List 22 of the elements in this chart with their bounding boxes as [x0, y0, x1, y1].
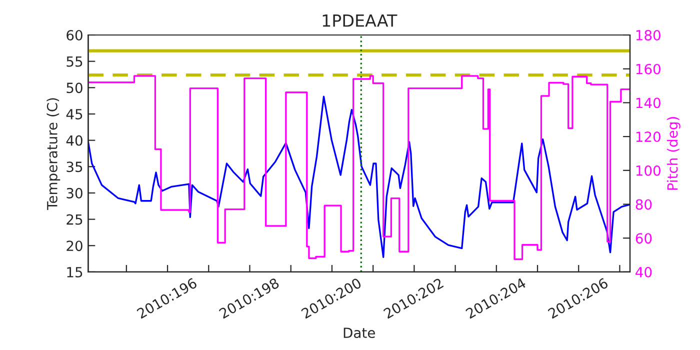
y2-tick-label: 180	[636, 30, 660, 40]
y-axis-title: Temperature (C)	[46, 98, 60, 210]
y2-tick-label: 40	[636, 266, 652, 278]
y2-tick-label: 60	[636, 233, 652, 244]
y-tick-label: 40	[66, 135, 82, 146]
y-tick-label: 25	[66, 214, 82, 225]
chart-title: 1PDEAAT	[322, 14, 398, 27]
y2-tick-label: 120	[636, 132, 660, 142]
y2-tick-label: 160	[636, 64, 660, 74]
y-tick-label: 60	[66, 30, 82, 40]
y-tick-label: 30	[66, 188, 82, 198]
y-tick-label: 55	[66, 56, 82, 67]
y2-tick-label: 140	[636, 98, 660, 108]
y-tick-label: 20	[66, 240, 82, 252]
y2-tick-label: 80	[636, 199, 652, 210]
y-tick-label: 35	[66, 162, 82, 172]
x-axis-title: Date	[344, 328, 375, 338]
y2-tick-label: 100	[636, 165, 660, 176]
y-tick-label: 15	[67, 267, 82, 278]
y-tick-label: 50	[66, 82, 82, 94]
y2-axis-title: Pitch (deg)	[666, 117, 680, 190]
y-tick-label: 45	[66, 109, 82, 120]
